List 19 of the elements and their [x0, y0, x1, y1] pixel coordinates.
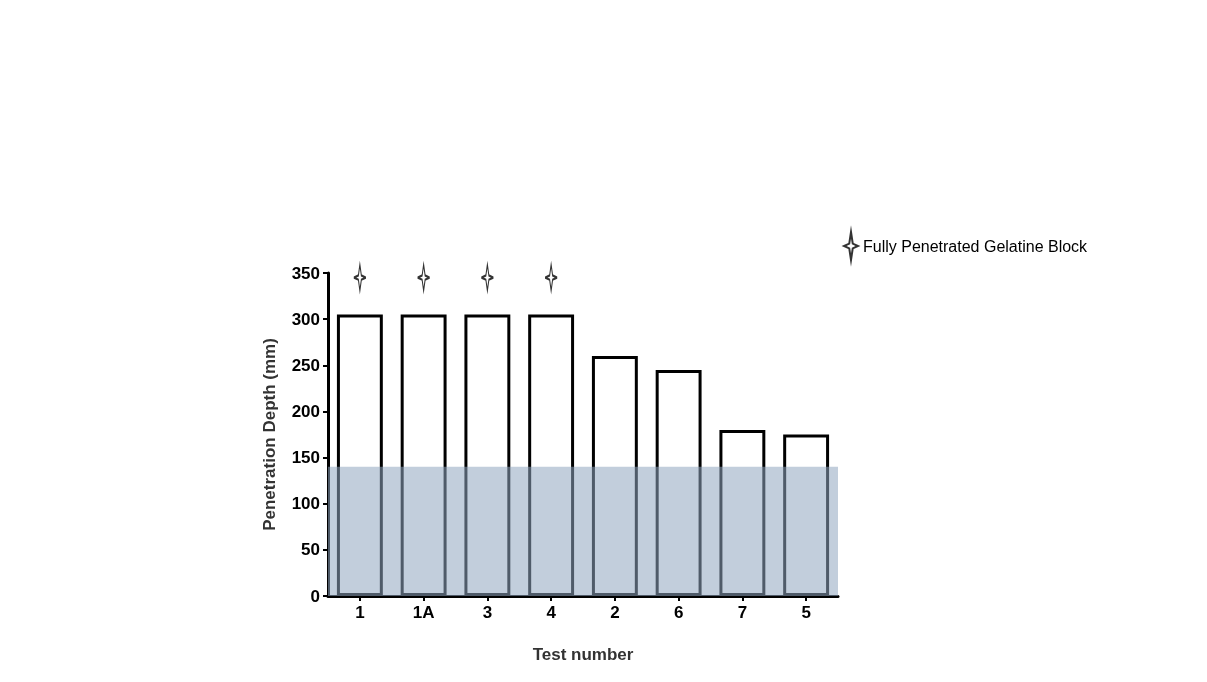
y-tick-label: 250 [291, 355, 320, 375]
x-tick-label: 7 [737, 603, 748, 622]
y-tick-label: 0 [310, 586, 320, 606]
x-tick-label: 5 [801, 603, 811, 622]
x-tick-label: 1 [355, 603, 365, 622]
x-tick-label: 1A [412, 603, 435, 622]
y-tick-label: 150 [291, 448, 320, 468]
y-tick-label: 50 [301, 540, 320, 560]
y-tick-label: 200 [291, 401, 320, 421]
x-axis-title: Test number [532, 645, 634, 664]
y-tick-label: 300 [291, 309, 320, 329]
x-tick-label: 3 [482, 603, 493, 622]
x-tick-label: 6 [673, 603, 684, 622]
x-tick-label: 2 [610, 603, 620, 622]
legend-label: Fully Penetrated Gelatine Block [863, 237, 1089, 255]
y-tick-label: 350 [291, 263, 320, 283]
y-tick-label: 100 [291, 494, 320, 514]
y-axis-title: Penetration Depth (mm) [260, 338, 279, 531]
x-tick-label: 4 [546, 603, 557, 622]
